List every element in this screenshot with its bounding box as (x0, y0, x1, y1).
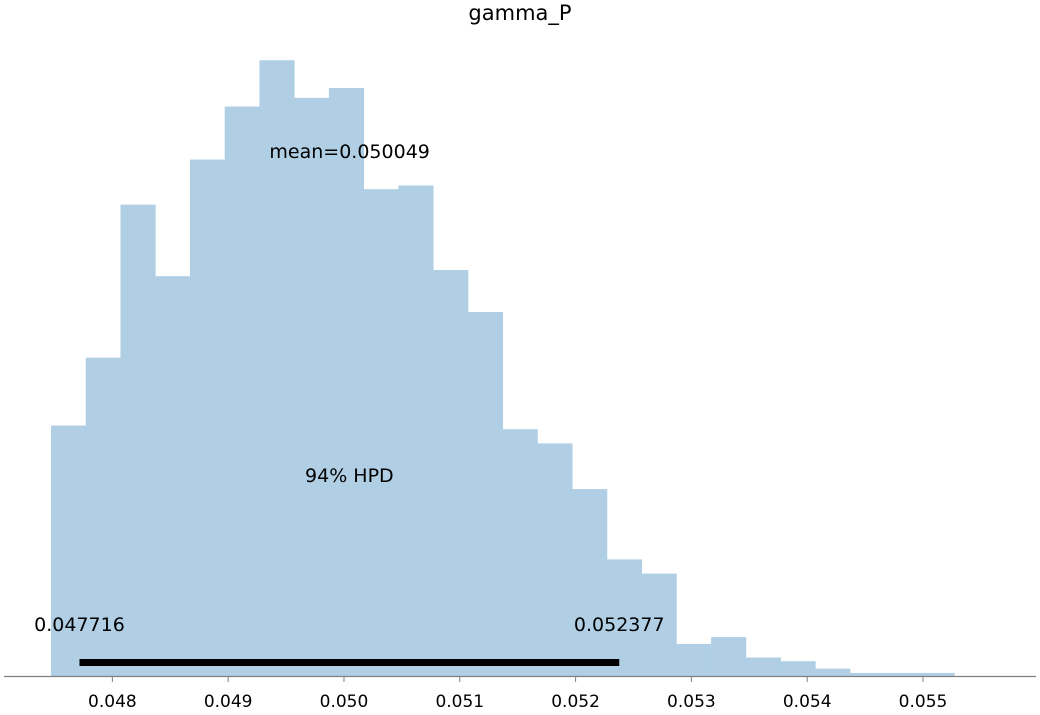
histogram-bar-5 (189, 159, 226, 677)
x-axis-ticks: 0.048 0.049 0.050 0.051 0.052 0.053 0.054 0.055 (88, 677, 947, 712)
histogram-bar-24 (850, 672, 886, 676)
histogram-bar-10 (363, 189, 399, 676)
x-tick-label: 0.051 (435, 692, 484, 712)
histogram-bar-22 (780, 661, 816, 676)
x-tick-label: 0.054 (783, 692, 832, 712)
histogram-bar-17 (606, 559, 642, 676)
histogram-bar-13 (467, 311, 504, 676)
histogram-bar-21 (745, 657, 781, 676)
hpd-high-label: 0.052377 (574, 614, 665, 636)
histogram-bar-4 (155, 276, 191, 676)
hpd-low-label: 0.047716 (34, 614, 125, 636)
histogram-bar-26 (919, 672, 955, 676)
histogram-bars (51, 60, 955, 677)
x-tick-label: 0.049 (204, 692, 253, 712)
x-tick-label: 0.052 (551, 692, 600, 712)
histogram-bar-6 (224, 106, 260, 676)
histogram-bar-15 (537, 443, 573, 676)
mean-annotation: mean=0.050049 (269, 141, 429, 163)
histogram-bar-16 (572, 489, 608, 676)
histogram-bar-20 (711, 637, 747, 676)
histogram-bar-1 (51, 425, 87, 676)
histogram-bar-18 (641, 573, 677, 676)
histogram-bar-3 (120, 204, 156, 676)
histogram-bar-7 (259, 60, 295, 676)
histogram-bar-9 (328, 87, 365, 676)
histogram-bar-25 (884, 672, 920, 676)
histogram-bar-2 (85, 357, 121, 676)
histogram-bar-23 (815, 668, 851, 676)
hpd-label: 94% HPD (305, 465, 394, 487)
x-tick-label: 0.050 (320, 692, 369, 712)
histogram-bar-11 (398, 185, 434, 677)
x-tick-label: 0.048 (88, 692, 137, 712)
x-tick-label: 0.053 (667, 692, 716, 712)
x-tick-label: 0.055 (899, 692, 948, 712)
histogram-bar-19 (676, 643, 712, 676)
histogram-bar-14 (502, 429, 538, 676)
chart-title: gamma_P (468, 1, 571, 26)
histogram-bar-12 (433, 270, 469, 676)
histogram-bar-8 (294, 97, 330, 677)
